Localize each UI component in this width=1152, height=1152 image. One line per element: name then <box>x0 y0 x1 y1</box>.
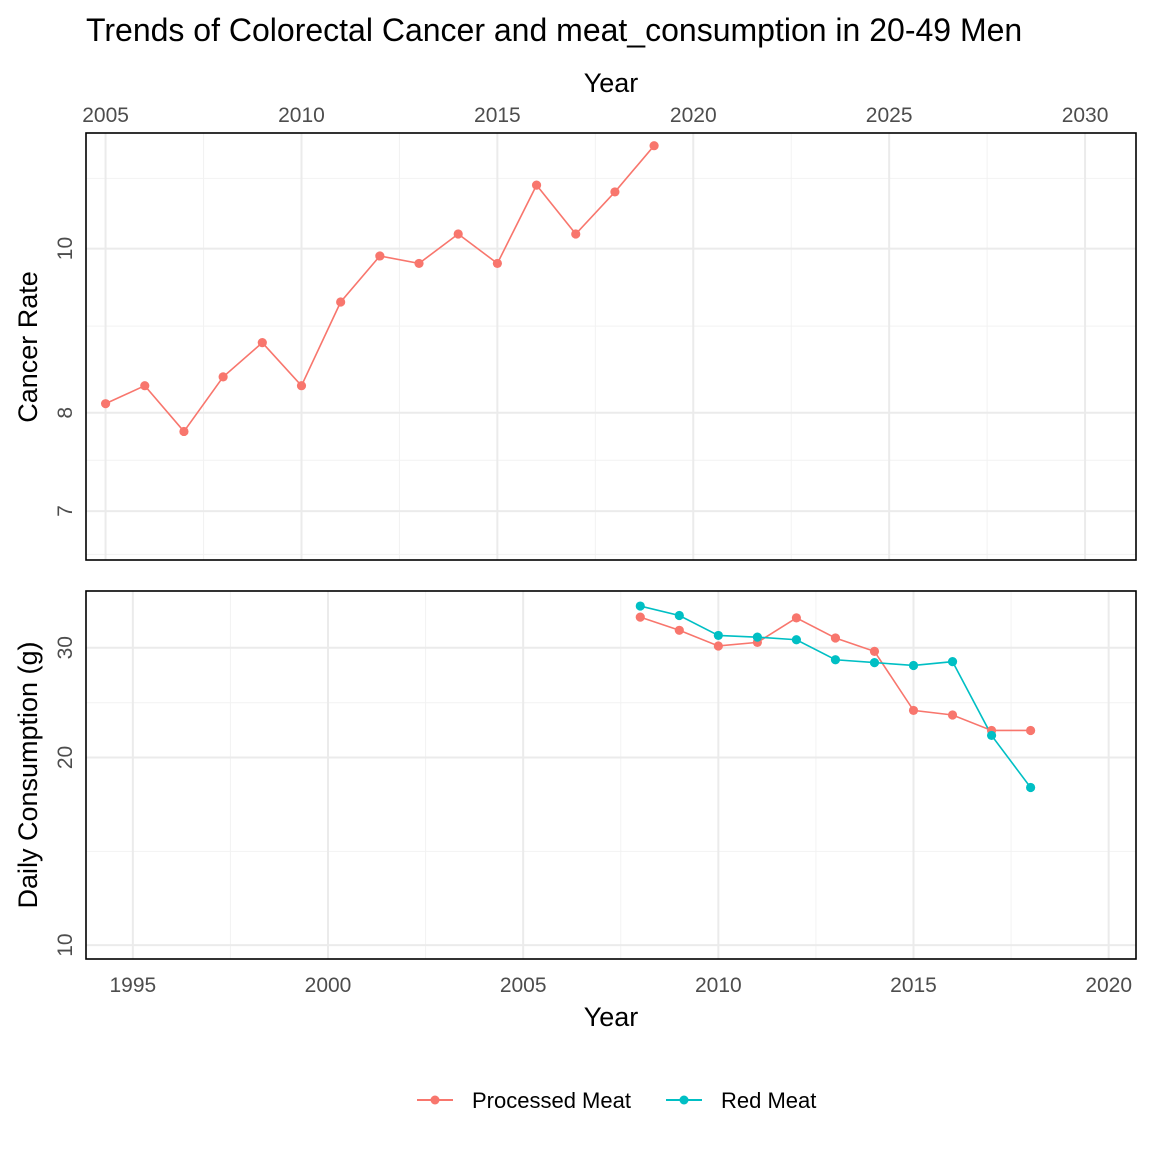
bottom-point-processed-meat <box>830 633 841 643</box>
top-y-tick-label: 7 <box>54 505 77 517</box>
bottom-point-processed-meat <box>791 613 802 623</box>
bottom-point-red-meat <box>791 635 802 645</box>
bottom-x-tick-label: 2010 <box>695 974 742 997</box>
top-x-tick-label: 2030 <box>1062 104 1109 127</box>
bottom-y-tick-label: 10 <box>54 933 77 956</box>
bottom-x-tick-label: 2005 <box>500 974 547 997</box>
bottom-x-tick-label: 1995 <box>109 974 156 997</box>
bottom-y-axis-label: Daily Consumption (g) <box>13 641 43 908</box>
bottom-point-red-meat <box>830 655 841 665</box>
bottom-x-axis-label: Year <box>584 1002 639 1032</box>
top-x-tick-label: 2020 <box>670 104 717 127</box>
top-point-series-0 <box>140 381 150 391</box>
bottom-point-processed-meat <box>869 646 880 656</box>
top-point-series-0 <box>649 141 659 151</box>
bottom-point-red-meat <box>947 657 958 667</box>
top-point-series-0 <box>414 258 424 269</box>
top-point-series-0 <box>218 372 228 382</box>
top-point-series-0 <box>610 187 620 197</box>
legend-item-processed-meat: Processed Meat <box>417 1088 631 1113</box>
bottom-point-red-meat <box>674 610 684 621</box>
legend: Processed Meat Red Meat <box>417 1088 816 1113</box>
bottom-panel: 1995 2000 2005 2010 2015 2020 10 20 30 Year Dai… <box>13 590 1137 1032</box>
bottom-point-processed-meat <box>947 710 958 720</box>
bottom-point-processed-meat <box>713 641 723 651</box>
top-x-tick-label: 2005 <box>82 104 129 127</box>
bottom-point-red-meat <box>1026 782 1036 793</box>
bottom-point-processed-meat <box>674 625 684 635</box>
top-y-tick-label: 10 <box>54 237 77 260</box>
top-point-series-0 <box>257 338 267 348</box>
bottom-x-tick-label: 2000 <box>305 974 352 997</box>
top-line-series-0 <box>105 145 655 433</box>
top-y-tick-label: 8 <box>54 407 77 419</box>
top-point-series-0 <box>336 297 346 307</box>
bottom-y-tick-label: 30 <box>54 636 77 659</box>
bottom-panel-border <box>85 590 1137 960</box>
top-y-axis-label: Cancer Rate <box>13 271 43 423</box>
bottom-point-processed-meat <box>908 705 919 716</box>
top-x-axis-label: Year <box>584 68 639 98</box>
bottom-line-red-meat <box>640 605 1032 789</box>
top-point-series-0 <box>296 381 307 391</box>
top-panel: 2005 2010 2015 2020 2025 2030 7 8 10 Year Cance… <box>13 68 1137 561</box>
top-point-series-0 <box>375 251 385 261</box>
bottom-point-processed-meat <box>1026 725 1036 736</box>
legend-label-processed-meat: Processed Meat <box>472 1088 631 1113</box>
bottom-x-tick-label: 2020 <box>1085 974 1132 997</box>
legend-key-red-point <box>679 1095 689 1105</box>
top-x-tick-label: 2025 <box>866 104 913 127</box>
legend-item-red-meat: Red Meat <box>666 1088 816 1113</box>
top-point-series-0 <box>100 399 111 409</box>
top-x-tick-label: 2015 <box>474 104 521 127</box>
top-panel-border <box>85 132 1137 561</box>
top-x-tick-label: 2010 <box>278 104 325 127</box>
bottom-y-tick-label: 20 <box>54 746 77 769</box>
bottom-point-red-meat <box>986 730 997 741</box>
bottom-point-processed-meat <box>635 612 645 622</box>
top-point-series-0 <box>571 229 581 239</box>
legend-key-processed-point <box>430 1095 440 1105</box>
top-point-series-0 <box>492 258 502 269</box>
bottom-point-red-meat <box>908 660 919 671</box>
bottom-point-red-meat <box>752 632 762 642</box>
bottom-point-red-meat <box>635 601 645 611</box>
top-point-series-0 <box>453 229 463 239</box>
bottom-x-tick-label: 2015 <box>890 974 937 997</box>
bottom-point-red-meat <box>713 630 723 641</box>
top-point-series-0 <box>179 426 189 437</box>
legend-label-red-meat: Red Meat <box>721 1088 816 1113</box>
bottom-point-red-meat <box>869 657 880 668</box>
top-point-series-0 <box>531 180 542 190</box>
chart-title: Trends of Colorectal Cancer and meat_con… <box>86 12 1022 48</box>
